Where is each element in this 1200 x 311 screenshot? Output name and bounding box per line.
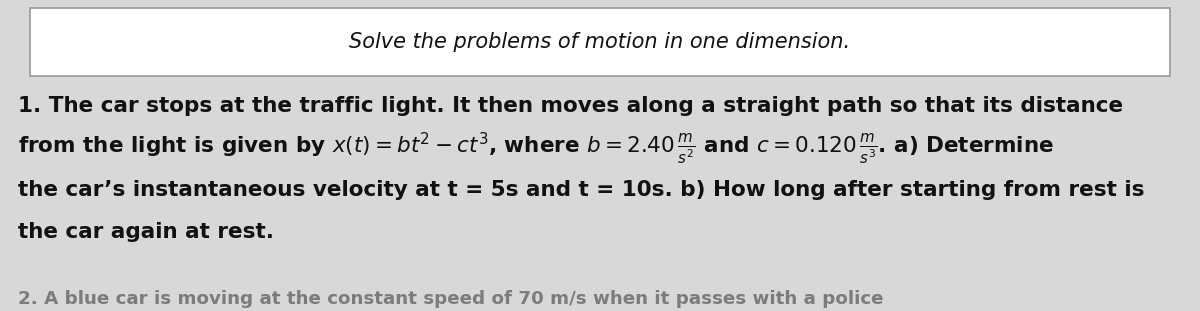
Text: the car again at rest.: the car again at rest. [18,222,274,242]
Text: 2. A blue car is moving at the constant speed of 70 m/s when it passes with a po: 2. A blue car is moving at the constant … [18,290,883,308]
Text: the car’s instantaneous velocity at t = 5s and t = 10s. b) How long after starti: the car’s instantaneous velocity at t = … [18,180,1145,200]
Text: from the light is given by $x(t) = bt^2 - ct^3$, where $b = 2.40\,\frac{m}{s^2}$: from the light is given by $x(t) = bt^2 … [18,130,1054,166]
FancyBboxPatch shape [30,8,1170,76]
Text: 1. The car stops at the traffic light. It then moves along a straight path so th: 1. The car stops at the traffic light. I… [18,96,1123,116]
Text: Solve the problems of motion in one dimension.: Solve the problems of motion in one dime… [349,32,851,52]
